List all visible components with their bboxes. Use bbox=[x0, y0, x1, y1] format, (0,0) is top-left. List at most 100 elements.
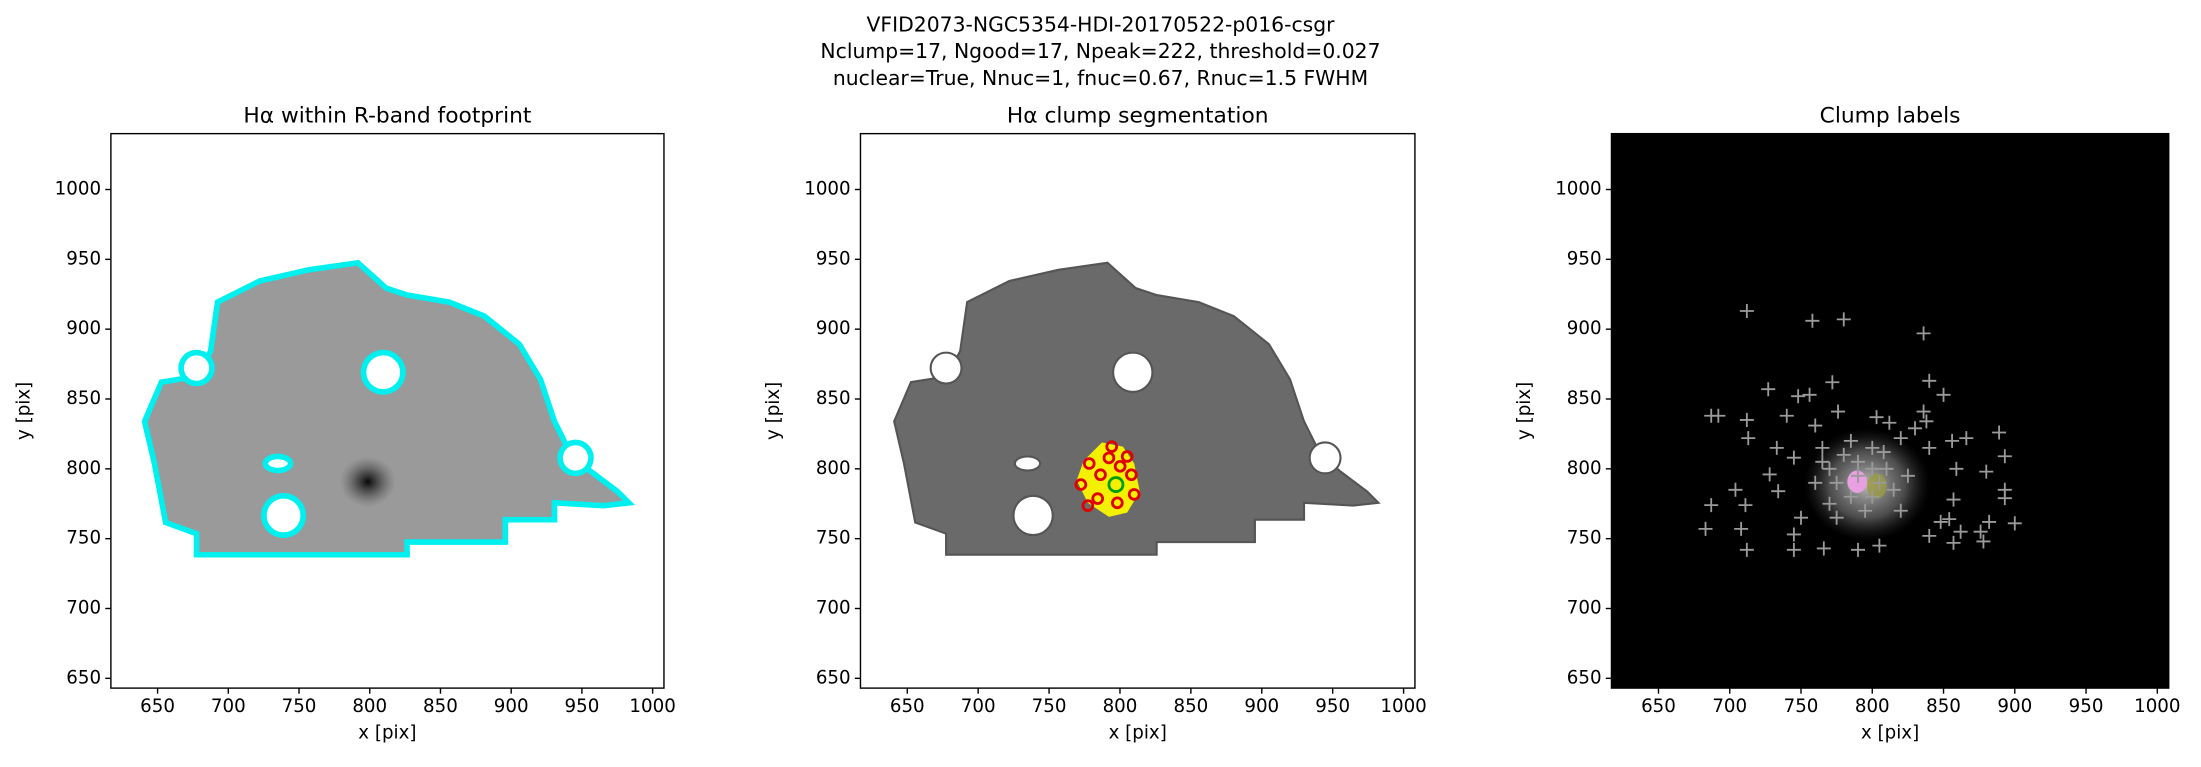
scatter-point bbox=[1734, 521, 1749, 536]
segmentation-image bbox=[893, 261, 1380, 556]
scatter-point bbox=[1893, 503, 1908, 518]
scatter-point bbox=[1793, 510, 1809, 525]
scatter-point bbox=[1808, 418, 1823, 433]
scatter-point bbox=[1922, 373, 1937, 388]
scatter-point bbox=[2007, 516, 2022, 531]
y-tick-label: 850 bbox=[1567, 388, 1602, 409]
scatter-point bbox=[1865, 461, 1880, 476]
scatter-point bbox=[1953, 524, 1968, 539]
panel-title: Hα within R-band footprint bbox=[243, 103, 531, 128]
scatter-point bbox=[1779, 408, 1794, 423]
scatter-point bbox=[1872, 538, 1887, 553]
scatter-point bbox=[1850, 454, 1866, 469]
x-tick-label: 700 bbox=[211, 696, 246, 717]
x-tick-label: 700 bbox=[1712, 696, 1747, 717]
x-tick-label: 1000 bbox=[629, 696, 675, 717]
y-axis-label: y [pix] bbox=[1514, 382, 1535, 440]
x-axis-label: x [pix] bbox=[1109, 723, 1167, 744]
suptitle: Nclump=17, Ngood=17, Npeak=222, threshol… bbox=[820, 39, 1380, 63]
x-tick-label: 900 bbox=[1244, 696, 1279, 717]
x-tick-label: 700 bbox=[961, 696, 996, 717]
scatter-point bbox=[1728, 482, 1743, 497]
scatter-point bbox=[1916, 404, 1931, 419]
scatter-point bbox=[1808, 475, 1823, 490]
scatter-point bbox=[1942, 512, 1957, 527]
x-tick-label: 1000 bbox=[1380, 696, 1426, 717]
scatter-point bbox=[1739, 303, 1754, 319]
scatter-point bbox=[1769, 440, 1784, 455]
scatter-point bbox=[1919, 414, 1934, 429]
scatter-point bbox=[1836, 447, 1851, 462]
label-cloud bbox=[1803, 428, 1931, 541]
y-tick-label: 850 bbox=[816, 388, 851, 409]
x-tick-label: 900 bbox=[494, 696, 529, 717]
scatter-point bbox=[1843, 433, 1858, 448]
y-axis-label: y [pix] bbox=[13, 382, 34, 440]
scatter-point bbox=[1822, 496, 1837, 511]
panel-title: Clump labels bbox=[1820, 103, 1961, 128]
x-tick-label: 800 bbox=[1103, 696, 1138, 717]
scatter-point bbox=[1879, 461, 1894, 476]
scatter-point bbox=[1704, 498, 1719, 513]
scatter-point bbox=[1872, 475, 1887, 490]
y-tick-label: 650 bbox=[1567, 667, 1602, 688]
x-tick-label: 650 bbox=[140, 696, 175, 717]
scatter-point bbox=[1738, 498, 1753, 513]
scatter-point bbox=[1786, 450, 1801, 465]
y-tick-label: 950 bbox=[66, 248, 101, 269]
y-tick-label: 900 bbox=[66, 318, 101, 339]
scatter-point bbox=[1836, 312, 1851, 327]
y-tick-label: 650 bbox=[816, 667, 851, 688]
suptitle: VFID2073-NGC5354-HDI-20170522-p016-csgr bbox=[866, 13, 1335, 37]
x-tick-label: 650 bbox=[890, 696, 925, 717]
scatter-point bbox=[1771, 484, 1786, 499]
x-tick-label: 950 bbox=[1315, 696, 1350, 717]
scatter-point bbox=[1805, 313, 1820, 328]
x-tick-label: 750 bbox=[282, 696, 317, 717]
scatter-point bbox=[1893, 431, 1908, 446]
y-tick-label: 800 bbox=[1567, 458, 1602, 479]
x-tick-label: 750 bbox=[1784, 696, 1819, 717]
image-panel-2 bbox=[893, 261, 1380, 556]
footprint-image bbox=[145, 263, 629, 555]
scatter-point bbox=[1976, 534, 1991, 549]
scatter-point bbox=[1858, 503, 1873, 518]
scatter-point bbox=[1946, 535, 1961, 550]
y-tick-label: 700 bbox=[66, 597, 101, 618]
y-tick-label: 950 bbox=[1567, 248, 1602, 269]
y-tick-label: 750 bbox=[816, 528, 851, 549]
y-tick-label: 750 bbox=[1567, 528, 1602, 549]
y-tick-label: 1000 bbox=[1555, 179, 1601, 200]
scatter-point bbox=[1802, 387, 1817, 402]
scatter-point bbox=[1865, 489, 1880, 504]
scatter-point bbox=[1949, 461, 1964, 476]
nucleus-label bbox=[1847, 470, 1867, 493]
label-background bbox=[1611, 133, 2169, 689]
scatter-point bbox=[1992, 425, 2007, 440]
y-tick-label: 850 bbox=[66, 388, 101, 409]
scatter-point bbox=[1791, 389, 1806, 404]
scatter-point bbox=[1933, 514, 1948, 529]
clump-label bbox=[1866, 473, 1887, 499]
scatter-point bbox=[1762, 467, 1777, 482]
y-tick-label: 1000 bbox=[804, 179, 850, 200]
axes-frame bbox=[1610, 132, 2170, 689]
scatter-point bbox=[1843, 489, 1858, 504]
x-tick-label: 650 bbox=[1641, 696, 1676, 717]
x-tick-label: 1000 bbox=[2134, 696, 2180, 717]
scatter-point bbox=[1850, 468, 1866, 483]
scatter-point bbox=[1711, 408, 1726, 423]
x-tick-label: 950 bbox=[2069, 696, 2104, 717]
scatter-point bbox=[1865, 440, 1880, 455]
clump-markers bbox=[1074, 440, 1141, 512]
suptitle: nuclear=True, Nnuc=1, fnuc=0.67, Rnuc=1.… bbox=[833, 66, 1368, 90]
y-tick-label: 1000 bbox=[55, 179, 101, 200]
scatter-point bbox=[1997, 491, 2012, 506]
y-tick-label: 800 bbox=[816, 458, 851, 479]
scatter-point bbox=[1698, 521, 1713, 536]
x-axis-label: x [pix] bbox=[1861, 723, 1919, 744]
x-tick-label: 950 bbox=[565, 696, 600, 717]
scatter-point bbox=[1739, 412, 1754, 427]
